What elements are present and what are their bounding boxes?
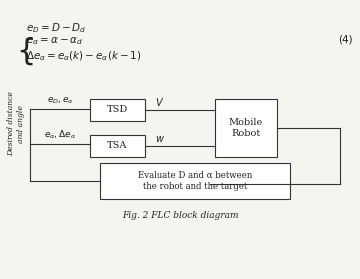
Text: Fig. 2 FLC block diagram: Fig. 2 FLC block diagram [122,211,238,220]
Text: Desired distance
and angle: Desired distance and angle [8,92,24,157]
Text: $e_D = D - D_d$: $e_D = D - D_d$ [26,21,86,35]
Text: TSA: TSA [107,141,128,150]
FancyBboxPatch shape [100,163,290,199]
Text: $V$: $V$ [156,96,165,108]
Text: $w$: $w$ [155,134,165,144]
Text: $\Delta e_\alpha = e_\alpha(k) - e_\alpha(k-1)$: $\Delta e_\alpha = e_\alpha(k) - e_\alph… [26,49,141,62]
Text: $e_D, e_\alpha$: $e_D, e_\alpha$ [46,95,73,106]
Text: Mobile
Robot: Mobile Robot [229,118,263,138]
Text: (4): (4) [338,35,353,45]
Text: $\{$: $\{$ [16,35,33,67]
FancyBboxPatch shape [90,135,145,157]
Text: Evaluate D and α between
the robot and the target: Evaluate D and α between the robot and t… [138,171,252,191]
Text: $e_\alpha, \Delta e_\alpha$: $e_\alpha, \Delta e_\alpha$ [44,129,76,141]
FancyBboxPatch shape [90,99,145,121]
Text: TSD: TSD [107,105,128,114]
FancyBboxPatch shape [215,99,277,157]
Text: $e_\alpha = \alpha - \alpha_d$: $e_\alpha = \alpha - \alpha_d$ [26,35,83,47]
